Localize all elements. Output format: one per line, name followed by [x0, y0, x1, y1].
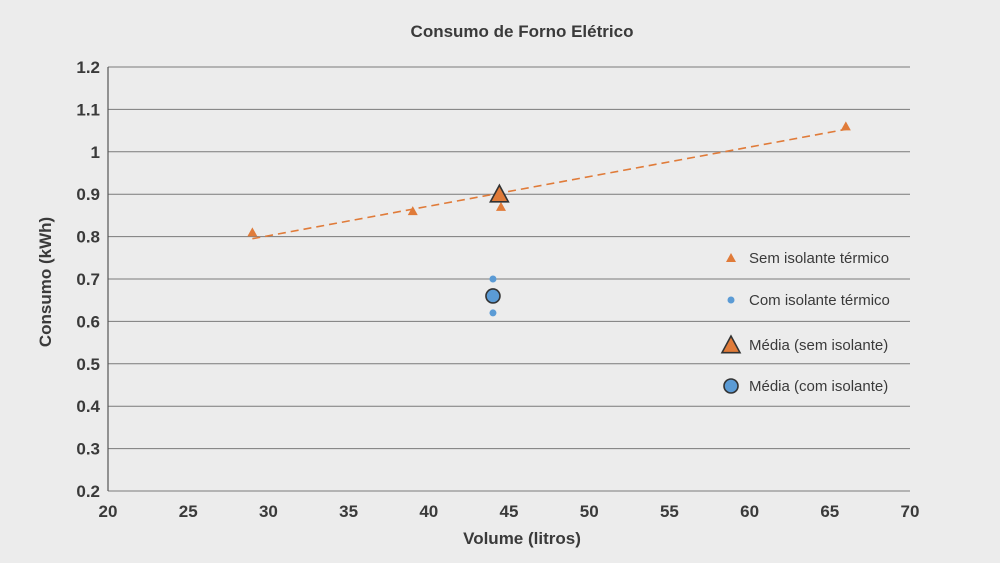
legend-label: Sem isolante térmico: [749, 250, 889, 267]
y-tick-label: 0.9: [76, 185, 100, 204]
y-axis-title: Consumo (kWh): [36, 217, 55, 347]
legend-marker: [726, 253, 736, 262]
data-point: [407, 206, 418, 216]
x-tick-label: 50: [580, 502, 599, 521]
y-tick-label: 1: [91, 143, 100, 162]
x-axis-title: Volume (litros): [463, 529, 581, 548]
x-tick-label: 65: [820, 502, 839, 521]
axis-ticks: 0.2 0.3 0.4 0.5 0.6 0.7 0.8 0.9 1 1.1 1.2 20 25 30 35 4…: [76, 58, 919, 521]
data-point: [247, 227, 258, 237]
y-tick-label: 0.3: [76, 440, 100, 459]
y-tick-label: 0.5: [76, 355, 100, 374]
trendline-layer: [252, 128, 846, 240]
y-tick-label: 0.8: [76, 228, 100, 247]
legend-label: Média (com isolante): [749, 378, 888, 395]
x-tick-label: 20: [99, 502, 118, 521]
legend-label: Com isolante térmico: [749, 292, 890, 309]
x-tick-label: 25: [179, 502, 198, 521]
legend-label: Média (sem isolante): [749, 337, 888, 354]
data-points: [247, 121, 851, 317]
legend-marker: [723, 378, 739, 394]
chart-title: Consumo de Forno Elétrico: [411, 22, 634, 41]
y-tick-label: 0.7: [76, 270, 100, 289]
y-tick-label: 0.2: [76, 482, 100, 501]
legend-marker: [720, 334, 742, 354]
data-point: [489, 183, 510, 203]
data-point: [489, 309, 497, 317]
x-tick-label: 55: [660, 502, 679, 521]
x-tick-label: 70: [901, 502, 920, 521]
data-point: [489, 275, 497, 283]
trendline: [252, 128, 846, 240]
x-tick-label: 35: [339, 502, 358, 521]
x-tick-label: 45: [500, 502, 519, 521]
legend: Sem isolante térmico Com isolante térmico…: [720, 250, 890, 395]
grid-lines: [107, 66, 910, 492]
y-tick-label: 0.4: [76, 397, 100, 416]
y-tick-label: 1.2: [76, 58, 100, 77]
data-point: [840, 121, 851, 131]
x-tick-label: 60: [740, 502, 759, 521]
y-tick-label: 1.1: [76, 100, 100, 119]
legend-marker: [727, 296, 735, 304]
x-tick-label: 40: [419, 502, 438, 521]
data-point: [495, 201, 506, 211]
x-tick-label: 30: [259, 502, 278, 521]
data-point: [485, 288, 501, 304]
y-tick-label: 0.6: [76, 312, 100, 331]
